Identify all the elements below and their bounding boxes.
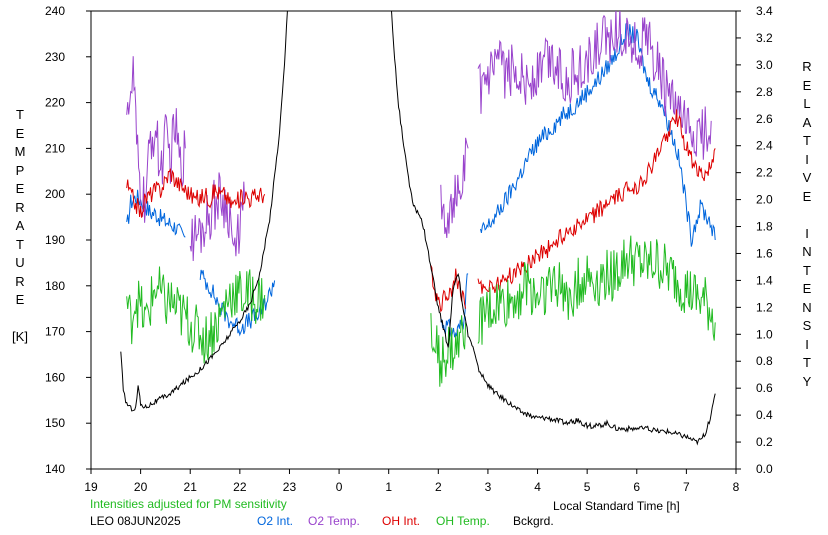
legend-entry: OH Temp. [436, 514, 490, 528]
x-tick-label: 6 [633, 480, 640, 494]
series-line-oh-int [126, 168, 266, 218]
y-right-tick-label: 1.0 [756, 327, 773, 341]
y-right-tick-label: 2.8 [756, 85, 773, 99]
series-line-oh-temp [477, 235, 716, 345]
y-right-tick-label: 0.6 [756, 381, 773, 395]
series-line-o2-temp [126, 56, 186, 223]
y-left-tick-label: 150 [45, 416, 65, 430]
y-left-tick-label: 180 [45, 279, 65, 293]
x-tick-label: 7 [683, 480, 690, 494]
y-left-tick-label: 210 [45, 141, 65, 155]
y-right-tick-label: 2.4 [756, 139, 773, 153]
series-line-o2-temp [440, 137, 469, 239]
series-line-o2-int [126, 189, 186, 238]
y-right-tick-label: 0.0 [756, 462, 773, 476]
series-line-bckgrd [390, 11, 716, 446]
y-right-tick-label: 3.4 [756, 4, 773, 18]
y-right-tick-label: 3.2 [756, 31, 773, 45]
y-right-tick-label: 2.6 [756, 112, 773, 126]
tick-labels-group: 19 20 21 22 23 0 1 2 3 4 5 6 7 8240230220210200190180… [45, 4, 773, 494]
y-right-tick-label: 1.2 [756, 300, 773, 314]
x-tick-label: 21 [184, 480, 198, 494]
note-text: Intensities adjusted for PM sensitivity [90, 497, 287, 511]
y-right-tick-label: 1.8 [756, 220, 773, 234]
y-left-tick-label: 170 [45, 325, 65, 339]
left-axis-label: T E M P E R A T U R E [K] [12, 107, 28, 344]
x-tick-label: 23 [283, 480, 297, 494]
y-right-tick-label: 0.4 [756, 408, 773, 422]
legend-entry: Bckgrd. [513, 514, 554, 528]
series-line-o2-temp [189, 172, 246, 262]
x-tick-label: 22 [233, 480, 247, 494]
x-tick-label: 5 [584, 480, 591, 494]
x-tick-label: 4 [534, 480, 541, 494]
y-right-tick-label: 1.6 [756, 246, 773, 260]
x-tick-label: 20 [134, 480, 148, 494]
x-tick-label: 8 [733, 480, 740, 494]
y-left-tick-label: 200 [45, 187, 65, 201]
y-right-tick-label: 1.4 [756, 273, 773, 287]
x-tick-label: 3 [485, 480, 492, 494]
y-right-tick-label: 3.0 [756, 58, 773, 72]
legend-entry: O2 Temp. [308, 514, 360, 528]
station-date: LEO 08JUN2025 [90, 514, 181, 528]
y-right-tick-label: 2.0 [756, 193, 773, 207]
y-left-tick-label: 230 [45, 50, 65, 64]
x-tick-label: 2 [435, 480, 442, 494]
y-right-tick-label: 0.8 [756, 354, 773, 368]
x-tick-label: 0 [336, 480, 343, 494]
axes-group [86, 10, 741, 474]
series-line-oh-temp [430, 313, 467, 387]
series-group [120, 11, 716, 446]
series-line-oh-int [477, 109, 716, 294]
series-line-o2-temp [477, 11, 712, 160]
series-line-o2-int [480, 22, 716, 247]
x-axis-title: Local Standard Time [h] [553, 499, 680, 513]
y-left-tick-label: 240 [45, 4, 65, 18]
y-left-tick-label: 190 [45, 233, 65, 247]
x-tick-label: 1 [385, 480, 392, 494]
y-left-tick-label: 140 [45, 462, 65, 476]
legend-entry: OH Int. [382, 514, 421, 528]
legend-entry: O2 Int. [257, 514, 294, 528]
y-right-tick-label: 2.2 [756, 166, 773, 180]
series-line-bckgrd [120, 11, 288, 412]
y-left-tick-label: 160 [45, 370, 65, 384]
x-tick-label: 19 [84, 480, 98, 494]
series-line-oh-temp [126, 266, 266, 364]
y-right-tick-label: 0.2 [756, 435, 773, 449]
y-left-tick-label: 220 [45, 96, 65, 110]
